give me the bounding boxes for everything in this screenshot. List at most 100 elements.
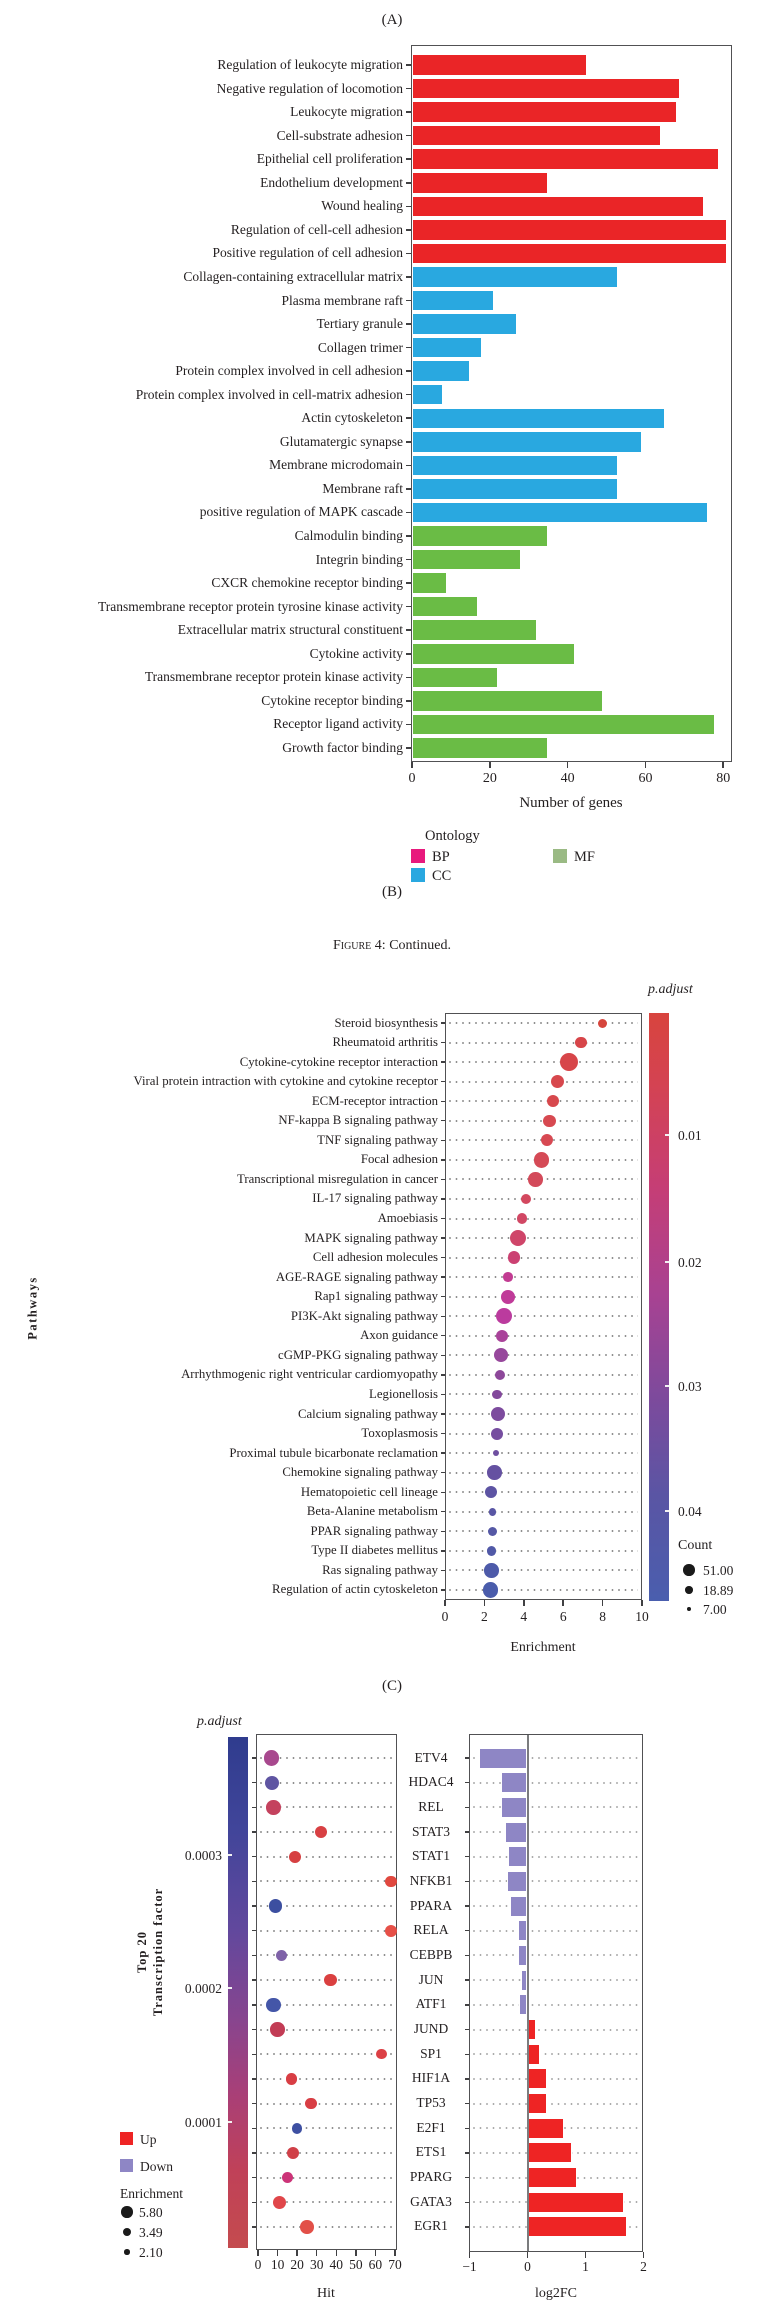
tf-fc-tick-label: −1 bbox=[462, 2259, 477, 2274]
tf-bar-row-tick bbox=[465, 2028, 469, 2031]
tf-dot-leader bbox=[260, 2003, 393, 2006]
go-row-tick bbox=[406, 370, 411, 372]
kegg-row-label: Axon guidance bbox=[360, 1328, 438, 1343]
go-row-label: Epithelial cell proliferation bbox=[256, 151, 403, 167]
kegg-dot bbox=[488, 1508, 497, 1516]
kegg-dot bbox=[487, 1526, 498, 1537]
kegg-dot bbox=[490, 1406, 506, 1422]
tf-bar-leader bbox=[473, 1831, 639, 1834]
go-row-label: Extracellular matrix structural constitu… bbox=[177, 622, 403, 638]
go-row-label: Actin cytoskeleton bbox=[301, 410, 403, 426]
kegg-row-tick bbox=[441, 1315, 445, 1317]
tf-fc-tick-label: 0 bbox=[524, 2259, 531, 2274]
tf-bar-row-tick bbox=[465, 2102, 469, 2105]
tf-bar-leader bbox=[473, 2003, 639, 2006]
tf-dot-row-tick bbox=[252, 2127, 256, 2129]
kegg-dot bbox=[503, 1272, 513, 1282]
tf-dot-leader bbox=[260, 2077, 393, 2080]
tf-zero-line bbox=[526, 1735, 529, 2251]
tf-dot-row-tick bbox=[252, 2226, 256, 2228]
kegg-row-tick bbox=[441, 1080, 445, 1083]
tf-dot bbox=[263, 1750, 280, 1766]
kegg-row-tick bbox=[441, 1432, 445, 1435]
tf-name-label: PPARG bbox=[409, 2169, 453, 2185]
tf-name-label: HIF1A bbox=[411, 2070, 451, 2086]
tf-size-legend-label: 3.49 bbox=[139, 2225, 163, 2240]
tf-dot bbox=[270, 2022, 285, 2037]
tf-dot bbox=[324, 1973, 337, 1987]
kegg-colorbar-tick bbox=[665, 1261, 669, 1263]
kegg-colorbar-label: 0.01 bbox=[678, 1128, 702, 1143]
kegg-leader bbox=[449, 1100, 638, 1103]
kegg-dot bbox=[494, 1348, 509, 1363]
kegg-dot bbox=[492, 1449, 500, 1457]
kegg-row-tick bbox=[441, 1120, 445, 1122]
go-row-label: Cell-substrate adhesion bbox=[276, 127, 403, 143]
go-row-label: Integrin binding bbox=[315, 551, 403, 567]
kegg-dot bbox=[575, 1036, 587, 1049]
go-bar bbox=[412, 714, 715, 735]
tf-log2fc-bar bbox=[527, 2043, 541, 2065]
kegg-x-tick-label: 6 bbox=[559, 1609, 567, 1624]
kegg-dot bbox=[547, 1095, 560, 1108]
kegg-leader bbox=[449, 1432, 638, 1435]
go-row-label: Protein complex involved in cell-matrix … bbox=[135, 386, 403, 402]
tf-dot-row-tick bbox=[252, 1806, 256, 1809]
tf-name-label: NFKB1 bbox=[409, 1872, 453, 1888]
tf-bar-row-tick bbox=[465, 1979, 469, 1981]
kegg-count-dot bbox=[685, 1586, 693, 1594]
go-row-tick bbox=[406, 676, 411, 679]
kegg-dot bbox=[486, 1546, 497, 1556]
tf-colorbar-tick bbox=[228, 2121, 232, 2123]
kegg-row-tick bbox=[441, 1139, 445, 1141]
kegg-row-label: Steroid biosynthesis bbox=[334, 1015, 438, 1030]
go-row-tick bbox=[406, 181, 411, 184]
tf-hit-tick-label: 0 bbox=[254, 2257, 262, 2272]
tf-dot-row-tick bbox=[252, 1979, 256, 1981]
tf-dot-leader bbox=[260, 1954, 393, 1957]
tf-dot bbox=[376, 2048, 387, 2060]
tf-colorbar bbox=[228, 1737, 248, 2248]
go-row-tick bbox=[406, 652, 411, 655]
tf-size-legend-dot bbox=[123, 2228, 131, 2236]
kegg-leader bbox=[449, 1022, 638, 1024]
tf-dot-row-tick bbox=[252, 1880, 256, 1883]
kegg-row-tick bbox=[441, 1335, 445, 1337]
kegg-x-tick-label: 8 bbox=[599, 1609, 606, 1624]
kegg-x-tick bbox=[562, 1600, 564, 1606]
kegg-row-label: Cytokine-cytokine receptor interaction bbox=[239, 1054, 438, 1069]
tf-bar-row-tick bbox=[465, 1905, 469, 1907]
go-row-tick bbox=[406, 134, 411, 137]
tf-dot-leader bbox=[260, 1806, 393, 1809]
go-x-tick-label: 80 bbox=[716, 771, 731, 786]
go-bar bbox=[412, 243, 727, 264]
kegg-dot bbox=[516, 1213, 528, 1224]
go-legend-label-mf: MF bbox=[574, 849, 595, 865]
go-row-tick bbox=[406, 558, 411, 561]
tf-fc-tick-label: 1 bbox=[582, 2259, 589, 2274]
kegg-leader bbox=[449, 1256, 638, 1259]
tf-hit-axis-title: Hit bbox=[317, 2286, 335, 2301]
kegg-dot bbox=[485, 1486, 498, 1499]
tf-log2fc-bar bbox=[506, 1870, 528, 1892]
go-bar bbox=[412, 596, 478, 617]
go-bar bbox=[412, 432, 641, 452]
kegg-count-legend-title: Count bbox=[678, 1538, 713, 1553]
kegg-x-tick bbox=[483, 1600, 486, 1606]
tf-bar-row-tick bbox=[465, 2152, 469, 2154]
kegg-row-label: Calcium signaling pathway bbox=[297, 1406, 438, 1421]
kegg-leader bbox=[449, 1588, 638, 1591]
kegg-row-label: Cell adhesion molecules bbox=[312, 1250, 438, 1265]
go-bar bbox=[412, 620, 536, 640]
go-bar bbox=[412, 667, 497, 688]
kegg-row-tick bbox=[441, 1217, 445, 1220]
go-row-label: CXCR chemokine receptor binding bbox=[211, 575, 403, 591]
go-row-tick bbox=[406, 723, 411, 726]
kegg-row-label: PI3K-Akt signaling pathway bbox=[290, 1308, 438, 1323]
go-bar bbox=[412, 149, 719, 169]
go-row-tick bbox=[406, 700, 411, 702]
go-bar bbox=[412, 361, 470, 381]
kegg-leader bbox=[449, 1178, 638, 1181]
go-bar bbox=[412, 314, 517, 334]
